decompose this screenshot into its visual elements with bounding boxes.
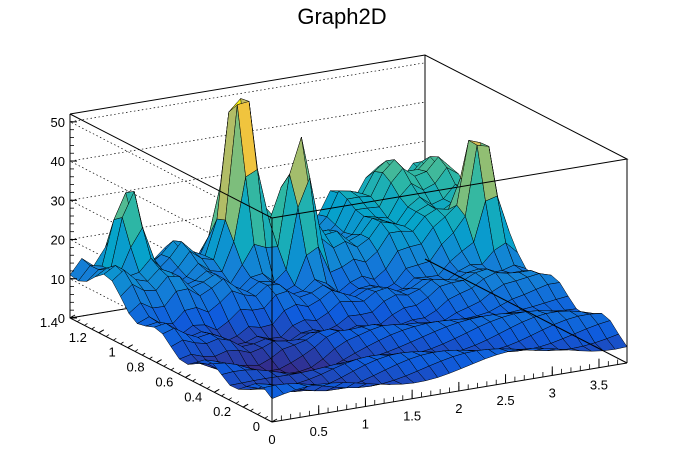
y-minor-tick xyxy=(185,375,189,378)
y-minor-tick xyxy=(228,397,232,401)
y-minor-tick xyxy=(235,401,240,404)
x-tick-label: 1.5 xyxy=(403,409,421,424)
x-tick-label: 3 xyxy=(549,385,556,400)
x-tick-label: 0.5 xyxy=(310,424,328,439)
x-tick-label: 0 xyxy=(268,432,275,447)
chart-box-front xyxy=(69,54,629,423)
x-tick-label: 1 xyxy=(362,416,369,431)
z-tick-label: 50 xyxy=(51,115,65,130)
y-minor-tick xyxy=(264,415,269,419)
y-minor-tick xyxy=(84,323,88,326)
y-tick-label: 1.2 xyxy=(69,330,87,345)
y-minor-tick xyxy=(98,330,103,334)
surface-cell xyxy=(606,333,628,350)
y-tick-label: 1 xyxy=(108,345,115,360)
y-minor-tick xyxy=(91,326,95,330)
chart-axes: 0102030405000.20.40.60.811.21.400.511.52… xyxy=(40,115,628,447)
y-tick-label: 0 xyxy=(253,419,260,434)
y-minor-tick xyxy=(127,345,131,349)
z-tick-label: 40 xyxy=(51,154,65,169)
y-minor-tick xyxy=(76,319,81,323)
surface-plot xyxy=(69,97,628,400)
box-edge-right-bottom xyxy=(424,258,628,364)
y-minor-tick xyxy=(214,389,218,393)
x-tick-label: 2.5 xyxy=(497,393,515,408)
y-minor-tick xyxy=(199,382,204,386)
z-tick-label: 20 xyxy=(51,233,65,248)
y-tick-label: 0.6 xyxy=(155,374,173,389)
y-minor-tick xyxy=(242,404,247,408)
z-tick-label: 30 xyxy=(51,193,65,208)
y-minor-tick xyxy=(192,378,196,382)
y-minor-tick xyxy=(69,315,74,319)
y-minor-tick xyxy=(221,393,225,397)
y-tick-label: 1.4 xyxy=(40,315,58,330)
box-edge-top xyxy=(69,54,629,219)
z-tick-label: 0 xyxy=(58,311,65,326)
x-tick-label: 2 xyxy=(455,401,462,416)
y-minor-tick xyxy=(149,356,153,360)
y-tick-label: 0.2 xyxy=(213,404,231,419)
y-minor-tick xyxy=(206,386,211,389)
y-minor-tick xyxy=(250,408,254,412)
y-tick-label: 0.4 xyxy=(184,389,202,404)
y-minor-tick xyxy=(177,371,182,375)
y-minor-tick xyxy=(141,352,146,356)
z-tick-label: 10 xyxy=(51,272,65,287)
chart-title: Graph2D xyxy=(297,4,386,29)
y-minor-tick xyxy=(163,363,168,367)
y-minor-tick xyxy=(156,360,160,363)
y-minor-tick xyxy=(120,341,124,345)
y-minor-tick xyxy=(113,337,117,341)
y-minor-tick xyxy=(257,412,261,415)
y-minor-tick xyxy=(170,367,175,371)
y-minor-tick xyxy=(134,349,139,352)
y-minor-tick xyxy=(105,334,110,337)
y-tick-label: 0.8 xyxy=(126,360,144,375)
x-tick-label: 3.5 xyxy=(590,378,608,393)
